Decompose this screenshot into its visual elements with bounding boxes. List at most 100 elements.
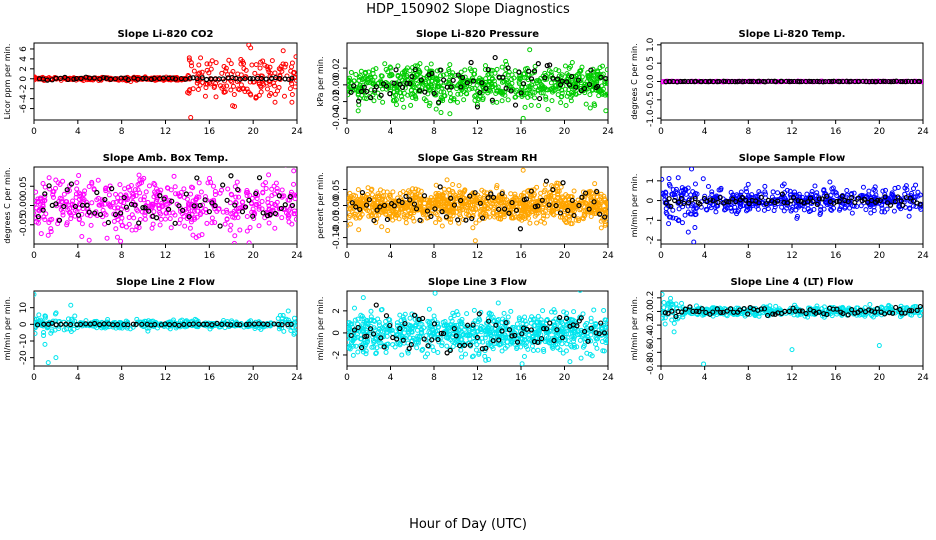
data-point bbox=[745, 181, 751, 187]
reference-point bbox=[152, 321, 158, 328]
reference-point bbox=[866, 79, 872, 85]
data-point bbox=[534, 220, 540, 226]
panel-title: Slope Li-820 CO2 bbox=[117, 29, 213, 40]
reference-point bbox=[371, 217, 377, 224]
data-point bbox=[564, 93, 570, 99]
reference-point bbox=[485, 67, 491, 73]
reference-point bbox=[808, 78, 814, 85]
data-point bbox=[463, 85, 469, 91]
y-tick-label: 0.00 bbox=[19, 195, 29, 215]
data-point bbox=[469, 75, 475, 81]
data-point bbox=[269, 58, 275, 64]
y-tick-label: 0.0 bbox=[646, 74, 656, 89]
reference-point bbox=[204, 321, 210, 327]
point-layer bbox=[34, 43, 297, 120]
data-point bbox=[458, 214, 464, 220]
reference-point bbox=[451, 202, 458, 208]
data-point bbox=[553, 67, 559, 73]
x-tick-label: 0 bbox=[31, 251, 37, 261]
data-point bbox=[818, 207, 824, 213]
reference-point bbox=[693, 78, 699, 84]
reference-point bbox=[86, 209, 92, 215]
data-point bbox=[68, 302, 74, 308]
data-point bbox=[387, 73, 393, 79]
point-layer bbox=[34, 291, 297, 366]
panel-title: Slope Li-820 Temp. bbox=[739, 29, 846, 40]
data-point bbox=[737, 203, 743, 209]
data-point bbox=[292, 75, 297, 81]
data-point bbox=[288, 189, 294, 195]
data-point bbox=[670, 187, 676, 193]
data-point bbox=[394, 88, 400, 94]
data-point bbox=[76, 173, 82, 179]
data-point bbox=[212, 83, 218, 89]
data-point bbox=[499, 199, 505, 205]
data-point bbox=[703, 206, 709, 212]
data-point bbox=[244, 213, 250, 219]
data-point bbox=[570, 84, 576, 90]
reference-point bbox=[880, 78, 886, 84]
reference-point bbox=[900, 202, 906, 208]
data-point bbox=[522, 216, 528, 222]
data-point bbox=[189, 184, 195, 190]
data-point bbox=[292, 211, 297, 217]
data-point bbox=[468, 68, 474, 74]
reference-point bbox=[182, 76, 189, 82]
data-point bbox=[516, 216, 522, 222]
data-point bbox=[56, 326, 62, 332]
reference-point bbox=[172, 76, 179, 82]
data-point bbox=[291, 181, 297, 187]
data-point bbox=[527, 85, 533, 91]
panel-title: Slope Amb. Box Temp. bbox=[103, 153, 229, 164]
data-point bbox=[195, 324, 201, 330]
x-tick-label: 16 bbox=[204, 251, 216, 261]
data-point bbox=[141, 197, 147, 203]
data-point bbox=[593, 321, 599, 327]
data-point bbox=[45, 232, 51, 238]
data-point bbox=[426, 200, 432, 206]
data-point bbox=[563, 103, 569, 109]
data-point bbox=[806, 209, 812, 215]
data-point bbox=[247, 79, 253, 85]
data-point bbox=[913, 182, 919, 188]
reference-point bbox=[717, 194, 723, 201]
reference-point bbox=[407, 197, 413, 203]
y-tick-label: 0 bbox=[19, 76, 29, 82]
reference-point bbox=[861, 196, 867, 202]
data-point bbox=[362, 75, 368, 81]
data-point bbox=[770, 189, 776, 195]
data-point bbox=[521, 353, 527, 359]
data-point bbox=[898, 206, 904, 212]
reference-point bbox=[276, 193, 282, 199]
data-point bbox=[42, 315, 48, 321]
x-tick-label: 4 bbox=[702, 127, 708, 137]
reference-point bbox=[219, 321, 225, 327]
data-point bbox=[444, 343, 450, 349]
reference-point bbox=[837, 78, 843, 85]
reference-point bbox=[458, 84, 464, 90]
data-point bbox=[347, 190, 353, 196]
reference-point bbox=[680, 78, 686, 85]
data-point bbox=[519, 87, 525, 93]
reference-point bbox=[826, 78, 832, 85]
data-point bbox=[197, 76, 203, 82]
panel-title: Slope Sample Flow bbox=[739, 153, 846, 164]
data-point bbox=[119, 223, 125, 229]
reference-point bbox=[905, 78, 911, 84]
data-point bbox=[496, 216, 502, 222]
data-point bbox=[549, 98, 555, 104]
data-point bbox=[396, 216, 402, 222]
y-tick-label: -0.5 bbox=[646, 91, 656, 109]
data-point bbox=[568, 90, 574, 96]
reference-point bbox=[83, 321, 89, 327]
data-point bbox=[578, 67, 584, 73]
data-point bbox=[393, 102, 399, 108]
reference-point bbox=[877, 78, 883, 85]
reference-point bbox=[516, 69, 522, 75]
data-point bbox=[195, 86, 201, 92]
data-point bbox=[433, 182, 439, 188]
x-tick-label: 12 bbox=[160, 251, 171, 261]
data-point bbox=[152, 182, 158, 188]
data-point bbox=[283, 316, 289, 322]
reference-point bbox=[888, 79, 894, 85]
